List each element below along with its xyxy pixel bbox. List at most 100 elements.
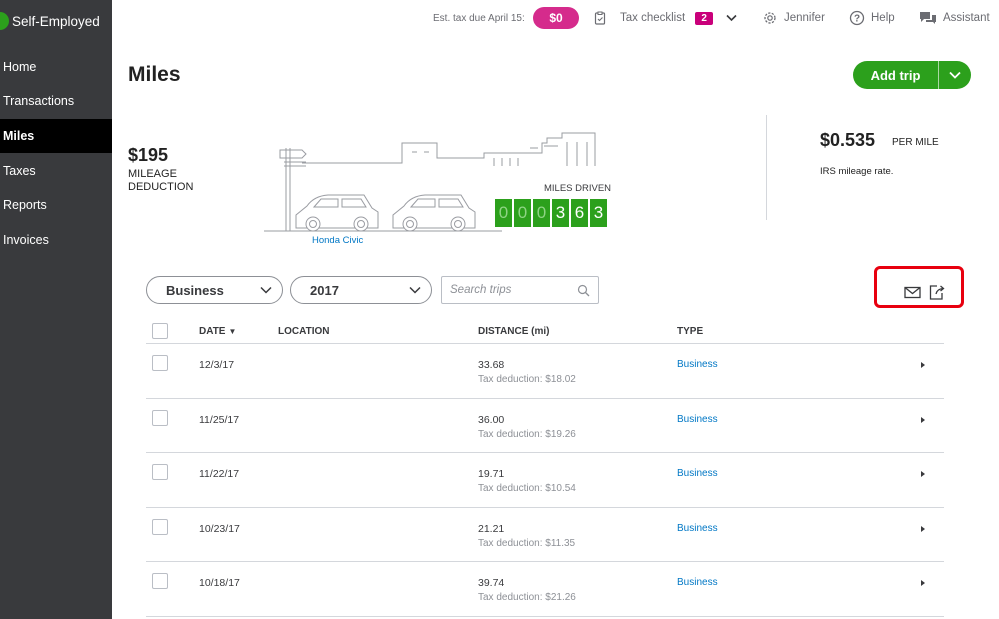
export-icon[interactable] bbox=[927, 282, 947, 302]
gear-icon bbox=[762, 10, 778, 26]
chevron-down-icon bbox=[260, 286, 272, 294]
sidebar-item-label: Taxes bbox=[3, 164, 36, 178]
trip-type-link[interactable]: Business bbox=[677, 359, 718, 370]
sidebar: Self-Employed Home Transactions Miles Ta… bbox=[0, 0, 112, 619]
row-checkbox[interactable] bbox=[152, 355, 168, 371]
caret-right-icon[interactable] bbox=[921, 580, 925, 586]
trip-tax-deduction: Tax deduction: $21.26 bbox=[478, 592, 576, 603]
sidebar-item-home[interactable]: Home bbox=[0, 50, 112, 84]
sidebar-item-label: Reports bbox=[3, 198, 47, 212]
app-name: Self-Employed bbox=[12, 13, 100, 29]
assistant-label: Assistant bbox=[943, 12, 990, 24]
chevron-down-icon bbox=[409, 286, 421, 294]
caret-right-icon[interactable] bbox=[921, 525, 925, 532]
tax-checklist-button[interactable]: Tax checklist 2 bbox=[593, 0, 737, 36]
help-label: Help bbox=[871, 12, 895, 24]
est-tax-button[interactable]: $0 bbox=[533, 0, 579, 36]
sidebar-item-miles[interactable]: Miles bbox=[0, 119, 112, 153]
user-name: Jennifer bbox=[784, 12, 825, 24]
date-column-header[interactable]: DATE ▼ bbox=[199, 318, 236, 344]
page-title: Miles bbox=[128, 63, 181, 86]
search-trips-field bbox=[441, 276, 599, 304]
row-checkbox[interactable] bbox=[152, 409, 168, 426]
sidebar-item-label: Transactions bbox=[3, 94, 75, 108]
row-checkbox[interactable] bbox=[152, 464, 168, 480]
table-header: DATE ▼ LOCATION DISTANCE (mi) TYPE bbox=[146, 318, 944, 344]
trip-date: 12/3/17 bbox=[199, 359, 235, 371]
odometer-digit: 6 bbox=[571, 199, 588, 227]
mileage-rate-value: $0.535 bbox=[820, 130, 876, 150]
sidebar-item-reports[interactable]: Reports bbox=[0, 188, 112, 222]
table-row[interactable]: 12/3/17 33.68 Tax deduction: $18.02 Busi… bbox=[146, 344, 944, 399]
trip-type-link[interactable]: Business bbox=[677, 468, 718, 479]
table-row[interactable]: 11/25/17 36.00 Tax deduction: $19.26 Bus… bbox=[146, 399, 944, 453]
trip-distance: 39.74 bbox=[478, 577, 505, 589]
help-button[interactable]: ? Help bbox=[849, 0, 895, 36]
trip-type-value: Business bbox=[166, 282, 224, 298]
quickbooks-logo-icon bbox=[0, 12, 9, 30]
vehicle-link[interactable]: Honda Civic bbox=[312, 235, 364, 246]
add-trip-dropdown[interactable] bbox=[939, 71, 971, 79]
caret-right-icon[interactable] bbox=[921, 471, 925, 477]
type-column-header: TYPE bbox=[677, 325, 704, 337]
trip-tax-deduction: Tax deduction: $11.35 bbox=[478, 537, 576, 549]
trip-distance: 36.00 bbox=[478, 413, 505, 426]
mileage-rate-description: IRS mileage rate. bbox=[820, 166, 894, 177]
odometer-digit: 0 bbox=[533, 199, 550, 227]
table-row[interactable]: 10/18/17 39.74 Tax deduction: $21.26 Bus… bbox=[146, 562, 944, 617]
add-trip-button[interactable]: Add trip bbox=[870, 67, 921, 83]
tax-checklist-label: Tax checklist bbox=[620, 12, 686, 24]
row-checkbox[interactable] bbox=[152, 573, 168, 589]
trip-distance: 33.68 bbox=[478, 359, 505, 371]
date-header-label: DATE bbox=[199, 325, 226, 337]
caret-right-icon[interactable] bbox=[921, 362, 925, 368]
table-row[interactable]: 11/22/17 19.71 Tax deduction: $10.54 Bus… bbox=[146, 453, 944, 508]
sidebar-item-invoices[interactable]: Invoices bbox=[0, 223, 112, 257]
sidebar-item-label: Home bbox=[3, 60, 37, 74]
help-icon: ? bbox=[849, 10, 865, 26]
road-trip-illustration bbox=[264, 132, 596, 232]
table-row[interactable]: 10/23/17 21.21 Tax deduction: $11.35 Bus… bbox=[146, 508, 944, 562]
svg-text:?: ? bbox=[854, 14, 860, 25]
split-divider bbox=[938, 61, 939, 89]
trip-type-link[interactable]: Business bbox=[677, 522, 718, 534]
sort-desc-icon: ▼ bbox=[228, 326, 237, 336]
chat-bubbles-icon bbox=[919, 10, 937, 26]
assistant-button[interactable]: Assistant bbox=[919, 0, 990, 36]
year-select[interactable]: 2017 bbox=[290, 276, 432, 304]
trip-type-link[interactable]: Business bbox=[677, 577, 718, 588]
clipboard-icon bbox=[593, 11, 607, 25]
app-brand[interactable]: Self-Employed bbox=[0, 10, 100, 32]
trip-type-link[interactable]: Business bbox=[677, 413, 718, 425]
trip-tax-deduction: Tax deduction: $10.54 bbox=[478, 483, 576, 494]
sidebar-item-label: Miles bbox=[3, 129, 35, 143]
trip-distance: 19.71 bbox=[478, 468, 505, 480]
odometer-digit: 3 bbox=[552, 199, 569, 227]
location-column-header: LOCATION bbox=[278, 325, 330, 337]
sidebar-item-label: Invoices bbox=[3, 233, 49, 247]
select-all-cell bbox=[152, 318, 168, 344]
row-checkbox[interactable] bbox=[152, 518, 168, 535]
mileage-deduction-amount: $195 bbox=[128, 145, 169, 165]
chevron-down-icon bbox=[726, 14, 737, 22]
miles-driven-label: MILES DRIVEN bbox=[544, 183, 612, 194]
year-value: 2017 bbox=[310, 282, 339, 298]
select-all-checkbox[interactable] bbox=[152, 323, 168, 339]
chevron-down-icon bbox=[949, 71, 961, 79]
summary-divider bbox=[766, 115, 767, 220]
miles-odometer: 0 0 0 3 6 3 bbox=[495, 199, 607, 227]
email-icon[interactable] bbox=[902, 282, 922, 302]
sidebar-item-transactions[interactable]: Transactions bbox=[0, 84, 112, 118]
user-menu[interactable]: Jennifer bbox=[762, 0, 825, 36]
sidebar-item-taxes[interactable]: Taxes bbox=[0, 154, 112, 188]
trip-type-select[interactable]: Business bbox=[146, 276, 283, 304]
trip-tax-deduction: Tax deduction: $19.26 bbox=[478, 428, 576, 440]
trips-table: DATE ▼ LOCATION DISTANCE (mi) TYPE 12/3/… bbox=[146, 318, 944, 617]
odometer-digit: 0 bbox=[495, 199, 512, 227]
distance-column-header: DISTANCE (mi) bbox=[478, 325, 550, 337]
search-icon[interactable] bbox=[577, 284, 590, 297]
caret-right-icon[interactable] bbox=[921, 416, 925, 423]
est-tax-label: Est. tax due April 15: bbox=[433, 12, 525, 24]
search-trips-input[interactable] bbox=[450, 284, 570, 296]
odometer-digit: 3 bbox=[590, 199, 607, 227]
